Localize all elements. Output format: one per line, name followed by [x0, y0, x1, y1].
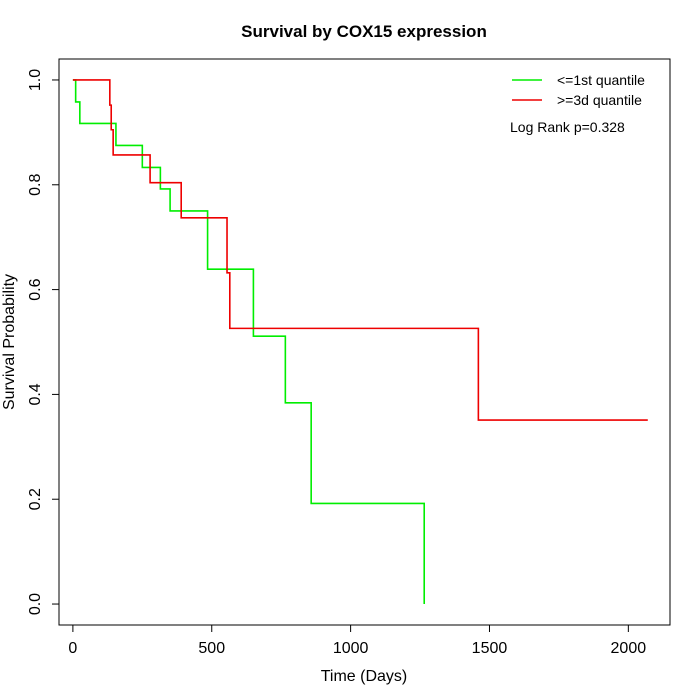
- x-tick-label: 1000: [333, 640, 369, 657]
- y-axis-label: Survival Probability: [1, 274, 18, 410]
- legend: <=1st quantile >=3d quantile: [512, 72, 645, 108]
- legend-label-1: <=1st quantile: [557, 72, 645, 88]
- survival-curves: [72, 79, 648, 605]
- x-axis-label: Time (Days): [321, 668, 408, 685]
- series-1-curve: [72, 79, 426, 605]
- x-tick-label: 1500: [472, 640, 508, 657]
- series-2-curve: [72, 79, 648, 421]
- plot-frame: [58, 58, 671, 626]
- x-tick-label: 500: [198, 640, 225, 657]
- y-tick-label: 0.2: [27, 488, 44, 510]
- legend-label-2: >=3d quantile: [557, 92, 642, 108]
- y-tick-label: 0.0: [27, 593, 44, 615]
- x-tick-label: 2000: [611, 640, 647, 657]
- x-axis: 0 500 1000 1500 2000: [68, 624, 647, 657]
- y-tick-label: 0.4: [27, 383, 44, 405]
- x-tick-label: 0: [68, 640, 77, 657]
- log-rank-annotation: Log Rank p=0.328: [510, 119, 625, 135]
- y-tick-label: 0.6: [27, 278, 44, 300]
- y-axis: 0.0 0.2 0.4 0.6 0.8 1.0: [27, 69, 60, 615]
- chart-title: Survival by COX15 expression: [241, 22, 487, 41]
- y-tick-label: 0.8: [27, 174, 44, 196]
- y-tick-label: 1.0: [27, 69, 44, 91]
